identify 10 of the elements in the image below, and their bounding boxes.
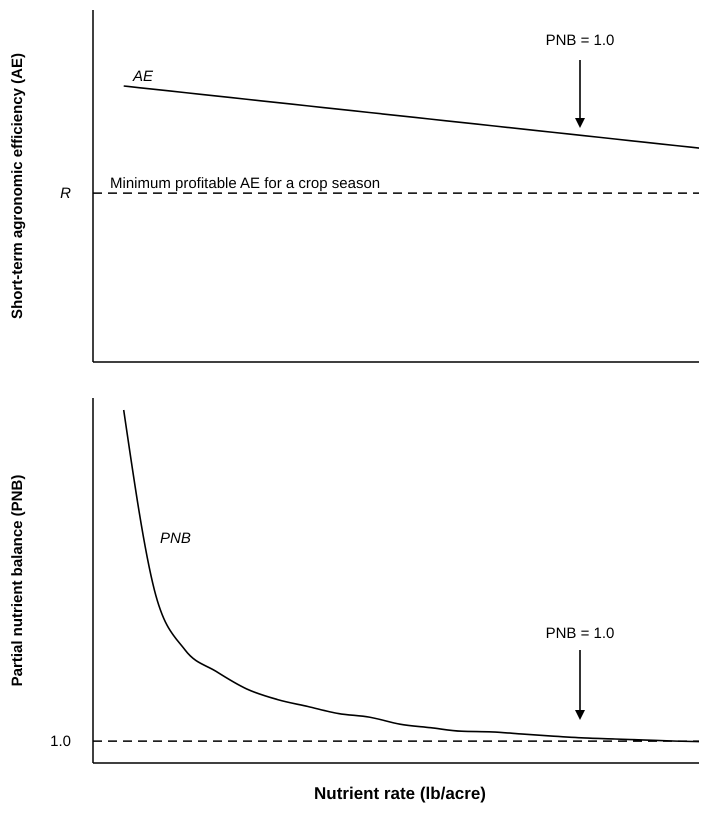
x-axis-title: Nutrient rate (lb/acre) bbox=[314, 784, 486, 803]
series-label: AE bbox=[132, 68, 154, 85]
annotation: PNB = 1.0 bbox=[546, 625, 614, 642]
text: 1.0 bbox=[50, 733, 71, 750]
y-axis-title: Short-term agronomic efficiency (AE) bbox=[9, 53, 26, 319]
annotation: Minimum profitable AE for a crop season bbox=[110, 175, 380, 192]
text: PNB = 1.0 bbox=[546, 32, 614, 49]
series-label: PNB bbox=[160, 530, 191, 547]
ref-line-label: R bbox=[60, 185, 72, 202]
y-axis-title: Partial nutrient balance (PNB) bbox=[9, 474, 26, 686]
